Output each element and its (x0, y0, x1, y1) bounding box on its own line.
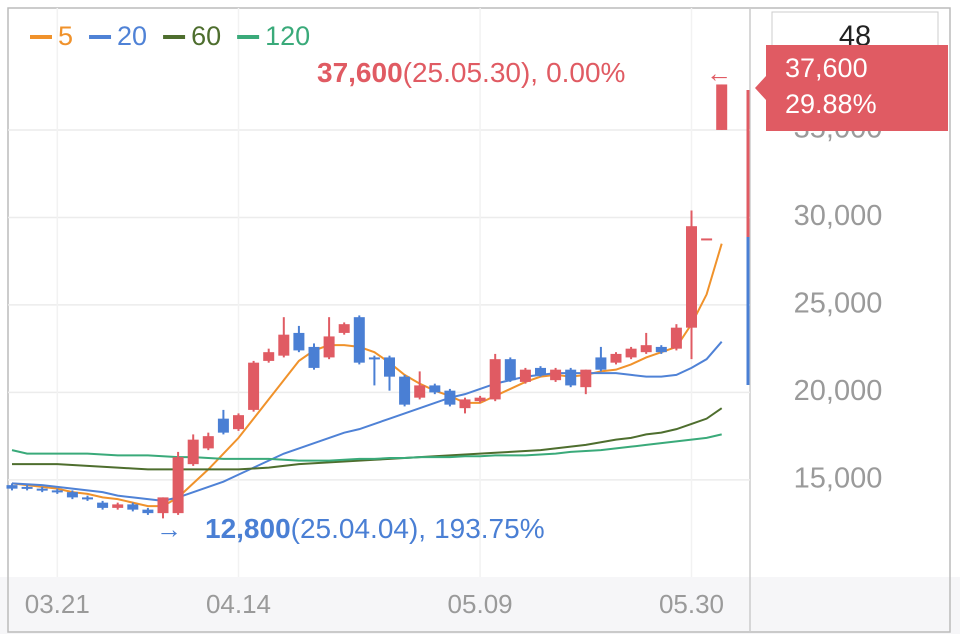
candle-body (489, 359, 501, 400)
min-arrow: → (156, 514, 182, 544)
x-tick-label: 05.30 (659, 589, 724, 619)
min-value: 12,800 (205, 513, 291, 544)
ma-line (11, 433, 722, 462)
candle-body (142, 509, 154, 514)
candle-body (429, 385, 441, 393)
y-tick-label: 20,000 (794, 375, 883, 407)
candle-body (248, 362, 260, 410)
candle-body (399, 376, 411, 405)
ma-line (12, 407, 723, 471)
current-change: 29.88% (785, 89, 877, 119)
candle-body (459, 399, 471, 409)
candle-body (172, 457, 184, 514)
candle-body (368, 357, 380, 360)
candle-body (414, 385, 426, 398)
candle-body (625, 348, 637, 358)
grid (8, 8, 750, 577)
max-date: (25.05.30), (403, 57, 538, 88)
x-tick-label: 05.09 (448, 589, 513, 619)
legend-label: 60 (191, 21, 221, 51)
legend-swatch (89, 35, 112, 39)
candle-body (535, 367, 546, 375)
candle-body (82, 497, 93, 500)
candle-body (51, 490, 63, 493)
candle-body (97, 502, 109, 508)
candle-body (157, 497, 169, 514)
candle-body (670, 327, 682, 349)
candle-body (6, 485, 18, 489)
legend-label: 120 (265, 21, 310, 51)
candle-body (112, 504, 124, 508)
x-tick-label: 03.21 (25, 589, 90, 619)
candle-body (353, 317, 365, 363)
max-arrow: ← (706, 58, 732, 88)
candle-body (655, 346, 667, 353)
candle-body (550, 369, 562, 381)
legend-label: 20 (117, 21, 147, 51)
candle-body (595, 357, 607, 370)
candle-body (686, 226, 697, 328)
candle-body (202, 436, 214, 449)
legend: 5 20 60 120 (30, 21, 310, 51)
x-tick-label: 04.14 (206, 589, 271, 619)
candle-body (263, 352, 275, 361)
y-tick-label: 30,000 (794, 200, 883, 232)
candle-body (278, 334, 290, 356)
candle-body (640, 345, 652, 353)
min-change: 193.75% (434, 513, 545, 544)
candle-body (233, 415, 244, 430)
y-tick-label: 25,000 (794, 288, 883, 320)
legend-swatch (237, 35, 260, 39)
min-date: (25.04.04), (291, 513, 426, 544)
candle-body (565, 369, 577, 386)
candle-body (504, 359, 516, 381)
candle-body (701, 238, 713, 241)
legend-swatch (30, 35, 52, 39)
legend-swatch (163, 35, 186, 39)
candle-body (21, 486, 33, 489)
max-annotation: 37,600(25.05.30), 0.00% (317, 57, 625, 88)
candle-body (187, 439, 199, 465)
candle-body (338, 324, 350, 333)
candles (6, 84, 728, 519)
candle-body (610, 353, 622, 363)
candle-body (66, 492, 78, 498)
candle-body (293, 332, 305, 351)
candle-body (217, 418, 229, 433)
legend-label: 5 (58, 21, 73, 51)
candle-body (474, 397, 486, 402)
candle-body (36, 488, 48, 491)
candle-body (127, 504, 139, 510)
candle-body (580, 369, 592, 388)
max-change: 0.00% (546, 57, 625, 88)
frame (7, 7, 951, 633)
candle-body (716, 84, 728, 130)
ma-line (11, 341, 723, 502)
candle-body (519, 369, 531, 382)
candle-body (308, 346, 320, 368)
price-box (755, 45, 948, 131)
ma-lines (11, 243, 723, 508)
ma-line (11, 243, 723, 508)
y-tick-label: 15,000 (794, 463, 883, 495)
candle-body (384, 357, 395, 377)
candle-body (444, 390, 456, 405)
current-price: 37,600 (785, 53, 868, 83)
x-axis-band (0, 577, 960, 634)
min-annotation: 12,800(25.04.04), 193.75% (205, 513, 545, 544)
candle-body (323, 336, 335, 358)
max-value: 37,600 (317, 57, 403, 88)
